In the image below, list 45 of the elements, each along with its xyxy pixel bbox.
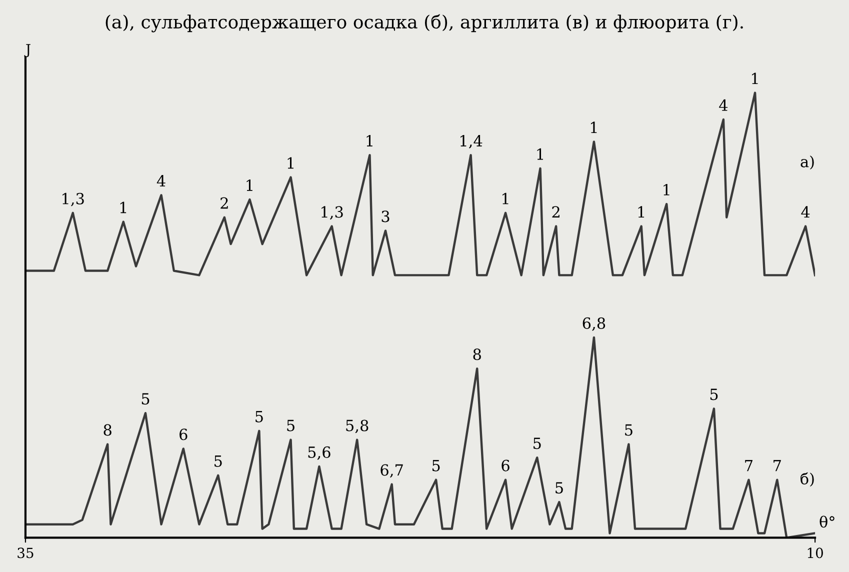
annotation: 1 — [537, 148, 543, 160]
annotation: 8 — [104, 424, 112, 436]
x-tick-label: 35 — [18, 548, 34, 558]
annotation: 1 — [246, 179, 252, 191]
annotation: 1 — [752, 72, 758, 84]
annotation: 5 — [142, 393, 150, 405]
x-axis-title: θ° — [820, 516, 834, 528]
y-axis-title: J — [24, 44, 30, 58]
annotation: 5 — [214, 456, 222, 467]
annotation: 4 — [156, 175, 166, 186]
annotation: 1 — [590, 122, 597, 133]
annotation: 1 — [664, 184, 670, 196]
annotation: 6,7 — [380, 464, 403, 478]
annotation: 7 — [745, 460, 752, 472]
annotation: 5 — [256, 411, 263, 422]
annotation: 5 — [287, 420, 294, 432]
annotation: 1 — [366, 135, 372, 146]
annotation: 4 — [801, 206, 810, 218]
annotation: 1,3 — [62, 192, 84, 206]
annotation: 2 — [552, 206, 560, 218]
annotation: 1 — [638, 206, 644, 218]
annotation: 4 — [719, 99, 728, 111]
annotation: а) — [800, 156, 814, 170]
annotation: 7 — [774, 460, 781, 472]
annotation: 5 — [710, 388, 718, 400]
annotation: 1,3 — [322, 206, 343, 220]
chart-title: (а), сульфатсодержащего осадка (б), аргиллита (в) и флюорита (г). — [106, 14, 743, 32]
annotation: б) — [800, 472, 814, 487]
annotation: 1 — [288, 157, 294, 169]
annotation: 5 — [625, 424, 632, 436]
annotation: 2 — [220, 197, 228, 209]
annotation: 5,8 — [346, 420, 368, 434]
annotation: 8 — [473, 348, 481, 360]
annotation: 6 — [180, 428, 188, 440]
annotation: 5,6 — [308, 446, 330, 460]
annotation: 5 — [556, 482, 563, 494]
annotation: 5 — [534, 438, 541, 450]
annotation: 6,8 — [582, 317, 606, 331]
annotation: 1 — [502, 192, 508, 204]
annotation: 3 — [382, 210, 390, 222]
annotation: 1,4 — [460, 135, 482, 148]
annotation: 1 — [120, 202, 126, 214]
annotation: 6 — [502, 460, 510, 472]
annotation: 5 — [432, 460, 440, 472]
x-tick-label: 10 — [808, 548, 823, 558]
